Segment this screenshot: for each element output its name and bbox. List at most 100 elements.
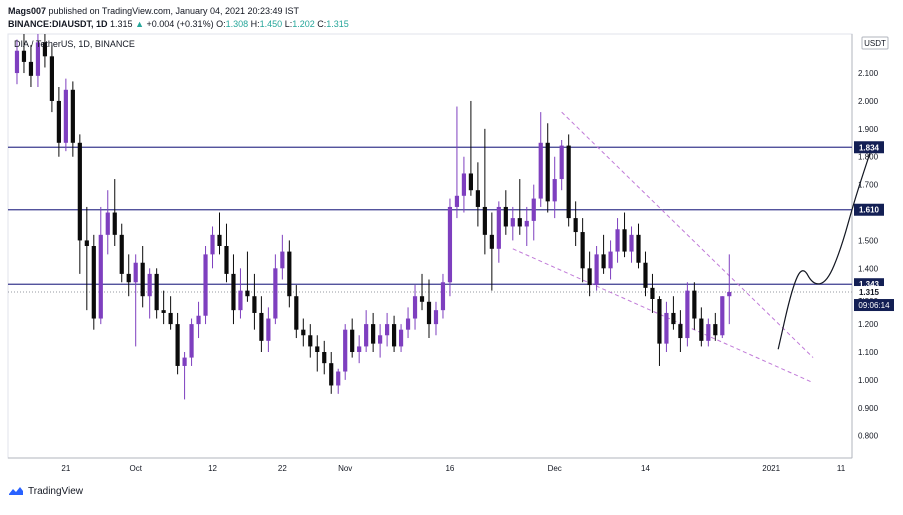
y-tick-label: 1.800 [858,153,879,162]
change-arrow-icon: ▲ [135,19,144,29]
candle-body [559,145,564,180]
candle-body [650,287,655,299]
x-tick-label: Dec [548,464,562,473]
candle-body [524,220,529,227]
candle-body [412,296,418,319]
symbol-name: BINANCE:DIAUSDT, 1D [8,19,108,29]
chart-title: DIA / TetherUS, 1D, BINANCE [14,39,135,49]
y-tick-label: 1.700 [858,181,879,190]
level-price-tag [854,141,884,154]
candle-body [594,254,599,286]
candle-body [133,262,138,283]
level-price-tag [854,203,884,216]
candle-body [489,234,494,249]
candle-body [182,357,187,366]
candle-body [378,335,383,344]
candle-body [28,61,34,76]
candle-body [706,324,711,341]
candle-body [98,234,103,319]
x-tick-label: Nov [338,464,352,473]
candle-body [405,318,411,330]
candle-body [699,318,704,341]
candle-body [280,251,285,269]
candle-body [440,282,446,311]
candle-body [154,273,159,311]
open-value: 1.308 [225,19,249,29]
candle-body [56,100,61,143]
level-price-label: 1.343 [859,280,880,289]
publish-info: Mags007 published on TradingView.com, Ja… [8,6,299,16]
candle-body [391,324,397,347]
last-price: 1.315 [110,19,133,29]
candle-body [119,234,124,274]
projection-path[interactable] [777,145,874,350]
trendline[interactable] [561,111,814,358]
candle-body [315,346,320,352]
candle-body [517,218,522,227]
candle-body [601,254,606,269]
close-label: C: [317,19,327,29]
y-tick-label: 1.400 [858,264,879,273]
tradingview-footer[interactable]: TradingView [8,484,83,498]
price-chart[interactable]: 2.1002.0001.9001.8001.7001.6001.5001.400… [0,0,903,480]
candle-body [238,290,243,311]
currency-badge[interactable] [861,36,889,50]
candle-body [329,363,334,386]
candle-body [678,324,683,339]
candle-body [231,273,236,311]
candle-body [70,89,75,143]
candle-body [552,179,557,202]
level-price-label: 1.610 [859,206,880,215]
candle-body [63,89,68,143]
candle-body [210,234,215,255]
candle-body [91,246,96,319]
candle-body [49,56,54,101]
plot-area-border [7,33,853,459]
tradingview-logo-icon [9,487,23,495]
candle-body [147,273,152,297]
candle-body [105,212,110,235]
x-tick-label: 16 [445,464,454,473]
candle-body [608,251,613,269]
candle-body [168,312,173,325]
candle-body [510,218,515,227]
candle-body [343,329,348,372]
candle-body [447,206,453,283]
candle-body [671,312,676,325]
candle-body [322,352,327,364]
candle-body [503,206,508,227]
candle-body [350,329,355,352]
candle-body [21,50,27,62]
publisher-name[interactable]: Mags007 [8,6,47,16]
candle-body [336,371,341,386]
candle-body [657,299,662,344]
candle-body [692,290,697,319]
candle-body [433,310,439,325]
candle-body [531,198,536,221]
candle-body [398,329,404,347]
symbol-info-bar: BINANCE:DIAUSDT, 1D 1.315 ▲ +0.004 (+0.3… [8,19,349,29]
x-tick-label: 2021 [762,464,780,473]
candle-body [35,42,41,76]
candle-body [140,262,145,297]
candle-body [629,234,634,252]
candle-body [245,290,250,297]
candle-body [685,290,690,339]
candle-body [196,315,201,325]
x-tick-label: 22 [278,464,287,473]
candle-body [224,246,229,274]
candle-body [622,229,627,252]
y-tick-label: 1.100 [858,348,879,357]
candle-body [454,195,460,207]
level-price-label: 1.834 [859,143,880,152]
low-value: 1.202 [292,19,315,29]
candle-body [266,318,271,341]
trendline[interactable] [512,248,814,384]
candle-body [580,232,585,269]
candle-body [203,254,208,316]
candle-body [308,335,313,347]
candle-body [294,296,299,330]
candle-body [112,212,117,235]
high-value: 1.450 [259,19,283,29]
candle-body [273,268,278,319]
